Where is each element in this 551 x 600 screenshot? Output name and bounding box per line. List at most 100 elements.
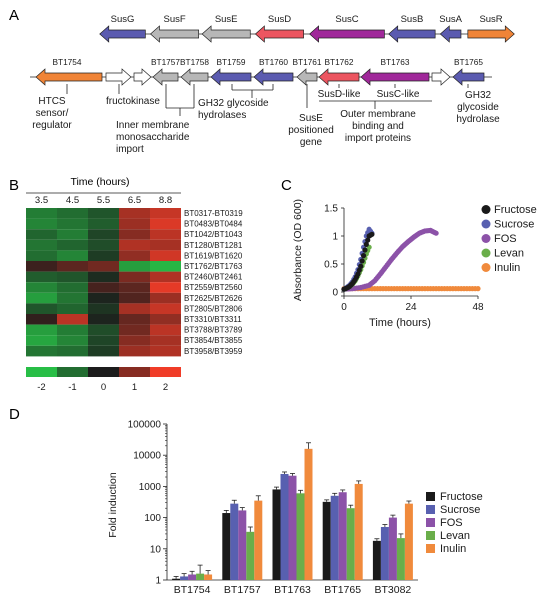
heatmap-cell (26, 345, 57, 357)
bar (238, 510, 247, 580)
fold-induction-chart: 1 10 100 1000 10000 100000 Fold induction BT175… (107, 420, 483, 597)
y-tick-label: 1.5 (324, 204, 338, 215)
heatmap-cell (150, 250, 181, 261)
heatmap-cell (26, 208, 57, 219)
legend-label: Levan (440, 530, 470, 542)
heatmap-row-label: BT2625/BT2626 (184, 294, 243, 303)
annotation-text: import (116, 144, 144, 155)
heatmap-title: Time (hours) (70, 176, 129, 188)
heatmap-cell (88, 292, 119, 304)
heatmap-cell (57, 314, 88, 325)
heatmap-cell (88, 239, 119, 251)
colorbar-swatch (26, 367, 57, 377)
heatmap-cell (26, 314, 57, 325)
panel-label-a: A (9, 7, 19, 24)
heatmap-cell (119, 261, 150, 272)
heatmap-cell (57, 271, 88, 283)
bt-gene-arrow (210, 68, 252, 86)
bar (380, 526, 389, 580)
bt-gene-label: BT1765 (454, 57, 483, 67)
annotation-text: glycoside (457, 102, 499, 113)
bt-gene-arrow (296, 68, 318, 86)
colorbar-tick-label: -2 (37, 382, 45, 393)
heatmap-cell (26, 271, 57, 283)
heatmap-cell (150, 292, 181, 304)
bar (230, 503, 239, 580)
heatmap-cell (57, 282, 88, 293)
sus-gene-label: SusB (401, 14, 424, 25)
bar (288, 475, 297, 580)
bar (172, 578, 181, 580)
y-tick-label: 1000 (139, 482, 162, 493)
legend-label: Sucrose (440, 504, 480, 516)
heatmap-cell (26, 239, 57, 251)
bar (354, 483, 363, 580)
heatmap-cell (119, 324, 150, 336)
annotation-text: GH32 (465, 90, 492, 101)
heatmap-cell (88, 229, 119, 240)
annotation-text: regulator (32, 120, 72, 131)
sus-gene-label: SusG (111, 14, 135, 25)
bt-gene-label: BT1761 (292, 57, 321, 67)
legend-marker (481, 234, 491, 243)
bar (280, 473, 289, 580)
annotation-text: HTCS (38, 96, 66, 107)
colorbar-swatch (57, 367, 88, 377)
bt-gene-arrow (180, 68, 209, 86)
sus-gene-arrow (99, 25, 146, 43)
heatmap-cell (150, 303, 181, 314)
legend-marker (481, 263, 491, 272)
bar (388, 517, 397, 580)
annotation-text: sensor/ (36, 108, 69, 119)
heatmap-cell (26, 292, 57, 304)
legend-label: FOS (494, 233, 517, 245)
heatmap-cell (26, 229, 57, 240)
heatmap-cell (57, 218, 88, 230)
heatmap-cell (57, 335, 88, 346)
data-point (360, 253, 367, 259)
annotation-text: Outer membrane (340, 109, 416, 120)
heatmap-cell (119, 229, 150, 240)
legend-marker (426, 518, 435, 527)
bt-gene-label: BT1759 (216, 57, 245, 67)
legend-label: Fructose (440, 491, 483, 503)
heatmap-cell (57, 208, 88, 219)
bar (296, 493, 305, 580)
heatmap-row-label: BT3310/BT3311 (184, 315, 242, 324)
heatmap-cell (57, 303, 88, 314)
bar (246, 531, 255, 580)
y-axis-label: Absorbance (OD 600) (292, 199, 304, 301)
heatmap-cell (119, 250, 150, 261)
heatmap-cell (88, 324, 119, 336)
heatmap-cell (150, 271, 181, 283)
annotation-text: SusE (299, 113, 323, 124)
sus-gene-label: SusF (163, 14, 185, 25)
data-point (356, 267, 362, 273)
data-point (359, 258, 365, 264)
heatmap-cell (57, 345, 88, 357)
heatmap-cell (57, 239, 88, 251)
x-category-label: BT1765 (324, 584, 361, 596)
heatmap-cell (119, 303, 150, 314)
heatmap-cell (88, 218, 119, 230)
sus-gene-arrow (388, 25, 436, 43)
heatmap-column-label: 6.5 (128, 195, 141, 206)
heatmap-colorbar: -2 -1 0 1 2 (26, 367, 181, 393)
heatmap-row-label: BT1042/BT1043 (184, 230, 243, 239)
heatmap-column-label: 5.5 (97, 195, 110, 206)
y-tick-label: 0 (332, 288, 338, 299)
heatmap-cell (57, 261, 88, 272)
heatmap-cell (119, 335, 150, 346)
heatmap-row-label: BT2559/BT2560 (184, 283, 243, 292)
legend-marker (426, 505, 435, 514)
legend-label: Levan (494, 248, 524, 260)
y-tick-label: 1 (332, 232, 338, 243)
heatmap-row-label: BT2460/BT2461 (184, 273, 243, 282)
bt-gene-arrow (152, 68, 179, 86)
data-point (369, 231, 375, 237)
x-tick-label: 48 (472, 302, 484, 313)
heatmap-cell (150, 282, 181, 293)
bt-gene-label: BT1763 (380, 57, 409, 67)
heatmap-cell (150, 208, 181, 219)
